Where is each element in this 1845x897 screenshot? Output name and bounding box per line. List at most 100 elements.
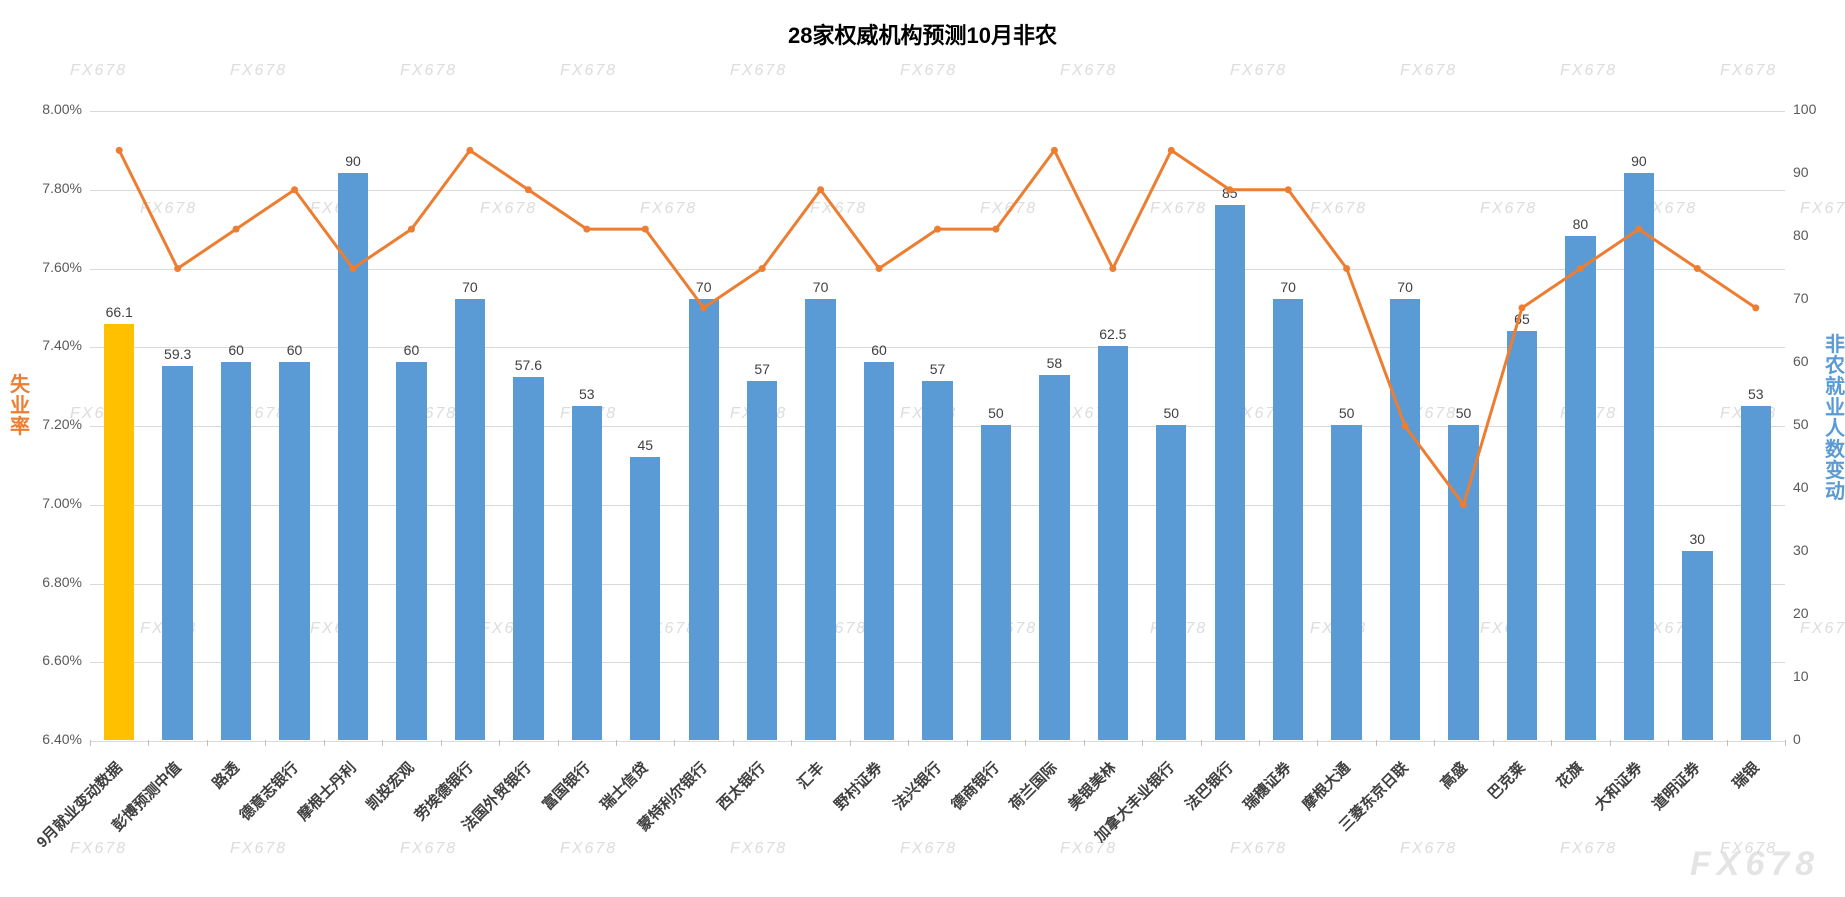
chart-title: 28家权威机构预测10月非农 (0, 18, 1845, 50)
y-tick-right: 60 (1793, 353, 1809, 369)
line-marker (934, 226, 941, 233)
line-marker (992, 226, 999, 233)
y-tick-left: 6.60% (42, 652, 82, 668)
x-tick-mark (1493, 740, 1494, 746)
line-marker (642, 226, 649, 233)
x-tick-mark (324, 740, 325, 746)
x-tick-mark (791, 740, 792, 746)
line-marker (583, 226, 590, 233)
x-tick-mark (207, 740, 208, 746)
x-tick-mark (850, 740, 851, 746)
line-marker (1051, 147, 1058, 154)
watermark: FX678 (1230, 62, 1287, 80)
x-tick-mark (1376, 740, 1377, 746)
line-marker (1226, 186, 1233, 193)
watermark: FX678 (730, 62, 787, 80)
line-marker (759, 265, 766, 272)
line-series (90, 111, 1785, 741)
watermark: FX678 (1800, 200, 1845, 218)
x-tick-mark (499, 740, 500, 746)
watermark: FX678 (1720, 62, 1777, 80)
line-marker (408, 226, 415, 233)
y-tick-left: 7.20% (42, 416, 82, 432)
x-tick-mark (967, 740, 968, 746)
x-tick-mark (1201, 740, 1202, 746)
line-marker (233, 226, 240, 233)
chart-root: 28家权威机构预测10月非农 FX678 FX678 FX678 FX678 FX678… (0, 0, 1845, 897)
y-tick-right: 70 (1793, 290, 1809, 306)
line-marker (350, 265, 357, 272)
plot-area: 66.159.3606090607057.6534570577060575058… (90, 110, 1785, 740)
x-tick-mark (1610, 740, 1611, 746)
line-marker (1518, 304, 1525, 311)
watermark-big: FX678 (1690, 845, 1820, 884)
y-tick-right: 90 (1793, 164, 1809, 180)
line-marker (700, 304, 707, 311)
x-tick-mark (1434, 740, 1435, 746)
y-tick-left: 6.40% (42, 731, 82, 747)
watermark: FX678 (1060, 62, 1117, 80)
line-marker (116, 147, 123, 154)
y-tick-left: 8.00% (42, 101, 82, 117)
x-tick-mark (616, 740, 617, 746)
line-marker (1635, 226, 1642, 233)
x-tick-mark (1025, 740, 1026, 746)
line-marker (817, 186, 824, 193)
watermark: FX678 (400, 62, 457, 80)
x-tick-mark (1317, 740, 1318, 746)
y-axis-right-title: 非农就业人数变动 (1823, 335, 1845, 503)
line-marker (876, 265, 883, 272)
y-tick-left: 7.60% (42, 259, 82, 275)
line-marker (525, 186, 532, 193)
x-tick-mark (558, 740, 559, 746)
y-tick-left: 7.80% (42, 180, 82, 196)
x-tick-mark (148, 740, 149, 746)
x-tick-mark (1084, 740, 1085, 746)
line-marker (1752, 304, 1759, 311)
watermark: FX678 (1800, 620, 1845, 638)
watermark: FX678 (1400, 62, 1457, 80)
y-tick-right: 30 (1793, 542, 1809, 558)
x-tick-mark (1142, 740, 1143, 746)
line-marker (1402, 423, 1409, 430)
y-tick-right: 100 (1793, 101, 1816, 117)
y-tick-left: 6.80% (42, 574, 82, 590)
line-marker (1694, 265, 1701, 272)
y-tick-left: 7.40% (42, 337, 82, 353)
x-tick-mark (1727, 740, 1728, 746)
line-marker (1168, 147, 1175, 154)
y-tick-right: 0 (1793, 731, 1801, 747)
y-tick-left: 7.00% (42, 495, 82, 511)
x-tick-mark (733, 740, 734, 746)
line-marker (291, 186, 298, 193)
line-marker (466, 147, 473, 154)
x-tick-mark (908, 740, 909, 746)
y-tick-right: 50 (1793, 416, 1809, 432)
y-axis-left-title: 失业率 (8, 375, 32, 438)
y-tick-right: 20 (1793, 605, 1809, 621)
watermark: FX678 (900, 62, 957, 80)
watermark: FX678 (560, 62, 617, 80)
x-tick-mark (1668, 740, 1669, 746)
x-tick-mark (90, 740, 91, 746)
y-tick-right: 40 (1793, 479, 1809, 495)
watermark: FX678 (230, 62, 287, 80)
x-tick-mark (674, 740, 675, 746)
x-tick-mark (382, 740, 383, 746)
y-tick-right: 10 (1793, 668, 1809, 684)
x-tick-mark (1551, 740, 1552, 746)
x-tick-mark (441, 740, 442, 746)
line-marker (1285, 186, 1292, 193)
x-tick-mark (1259, 740, 1260, 746)
line-marker (1460, 501, 1467, 508)
watermark: FX678 (70, 62, 127, 80)
y-tick-right: 80 (1793, 227, 1809, 243)
line-marker (1343, 265, 1350, 272)
line-path (119, 150, 1756, 504)
line-marker (1577, 265, 1584, 272)
gridline (90, 741, 1785, 742)
watermark: FX678 (1560, 62, 1617, 80)
x-tick-mark (1785, 740, 1786, 746)
line-marker (1109, 265, 1116, 272)
line-marker (174, 265, 181, 272)
